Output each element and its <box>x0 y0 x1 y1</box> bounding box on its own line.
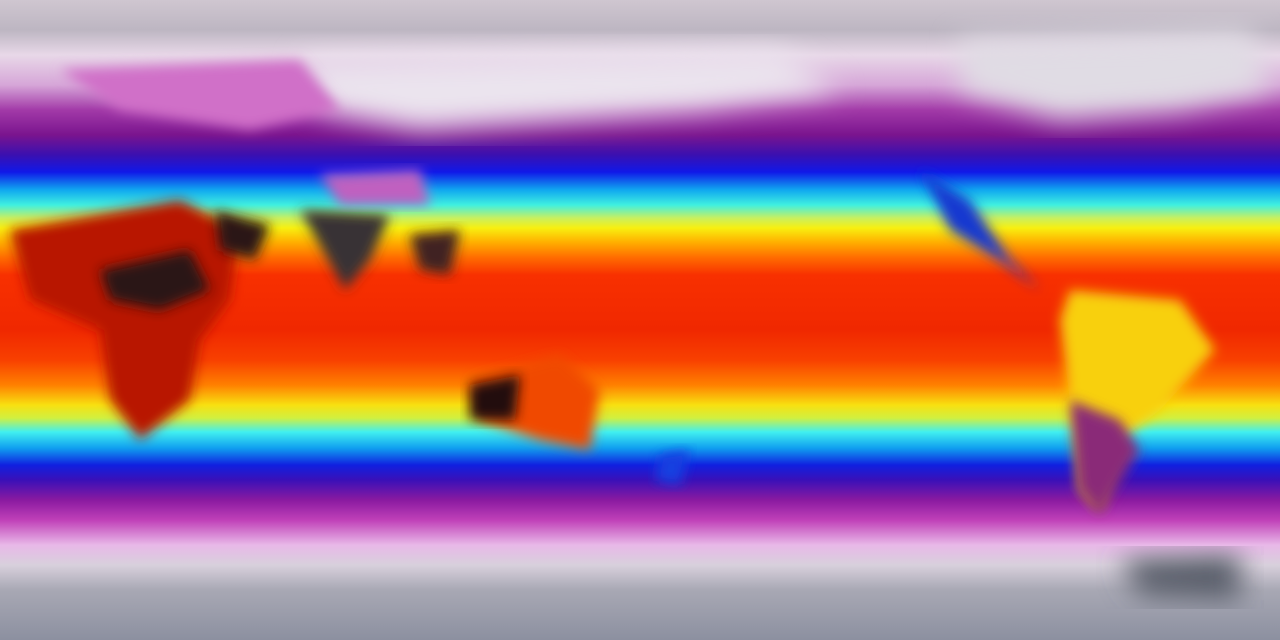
arabia-dark <box>215 210 270 260</box>
tibet <box>320 170 430 205</box>
new-zealand <box>655 450 690 485</box>
indochina <box>410 230 460 275</box>
india <box>300 210 390 290</box>
siberia <box>300 50 840 130</box>
northern-europe <box>60 60 340 130</box>
antarctic-depression <box>1120 555 1240 600</box>
australia-interior <box>470 375 520 420</box>
africa <box>10 200 240 440</box>
sahara-dark <box>100 250 210 310</box>
north-america-arctic <box>960 30 1270 120</box>
patagonia <box>1070 400 1140 515</box>
central-america <box>920 170 1040 290</box>
